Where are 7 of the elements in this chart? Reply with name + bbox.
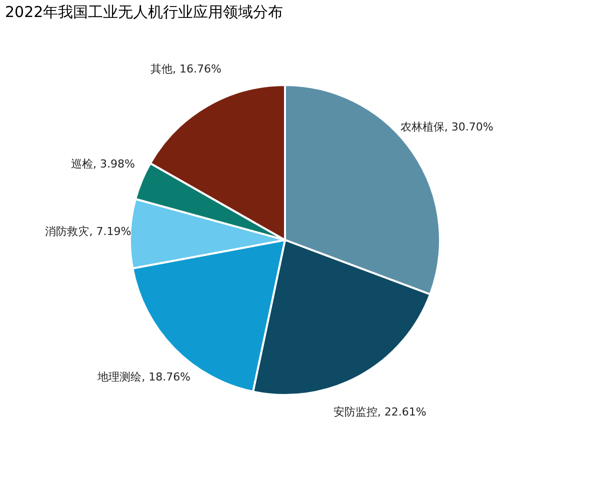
chart-title: 2022年我国工业无人机行业应用领域分布 xyxy=(5,3,284,21)
slice-label: 农林植保, 30.70% xyxy=(400,120,494,134)
slice-label: 其他, 16.76% xyxy=(150,62,222,76)
slice-label: 消防救灾, 7.19% xyxy=(45,224,132,238)
slice-label: 巡检, 3.98% xyxy=(71,158,135,171)
slice-label: 安防监控, 22.61% xyxy=(333,406,426,419)
slice-label: 地理测绘, 18.76% xyxy=(96,370,191,384)
